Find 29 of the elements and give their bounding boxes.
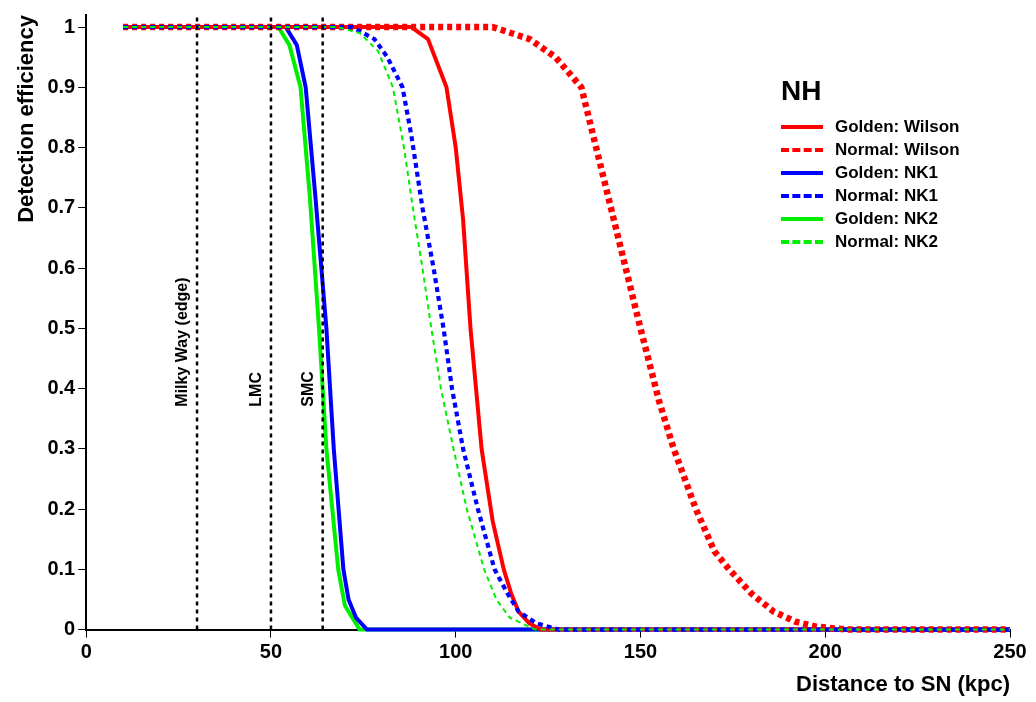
legend-label: Normal: NK1: [835, 185, 938, 206]
x-tick-label: 0: [80, 640, 92, 663]
y-tick-label: 0.3: [47, 436, 76, 459]
y-tick-label: 0.1: [47, 556, 76, 579]
legend-label: Normal: NK2: [835, 231, 938, 252]
ref-line-label: LMC: [247, 371, 265, 407]
legend-label: Golden: NK2: [835, 208, 938, 229]
x-tick-label: 150: [623, 640, 658, 663]
x-tick-label: 100: [439, 640, 473, 663]
legend-label: Golden: Wilson: [835, 116, 960, 137]
y-tick-label: 0: [64, 617, 76, 640]
x-tick-label: 50: [259, 640, 283, 663]
x-axis-title: Distance to SN (kpc): [796, 670, 1010, 696]
y-tick-label: 1: [64, 14, 76, 37]
y-tick-label: 0.4: [47, 376, 77, 399]
legend-label: Normal: Wilson: [835, 139, 960, 160]
y-axis-title: Detection efficiency: [13, 14, 39, 223]
y-tick-label: 0.2: [47, 496, 76, 519]
ref-line-label: Milky Way (edge): [173, 277, 191, 407]
y-tick-label: 0.9: [47, 74, 76, 97]
legend-title: NH: [781, 75, 823, 107]
ref-line-label: SMC: [299, 370, 317, 407]
y-tick-label: 0.5: [47, 315, 76, 338]
x-tick-label: 200: [808, 640, 842, 663]
legend-label: Golden: NK1: [835, 162, 938, 183]
y-tick-label: 0.8: [47, 135, 76, 158]
x-tick-label: 250: [993, 640, 1027, 663]
y-tick-label: 0.7: [47, 195, 76, 218]
y-tick-label: 0.6: [47, 255, 76, 278]
